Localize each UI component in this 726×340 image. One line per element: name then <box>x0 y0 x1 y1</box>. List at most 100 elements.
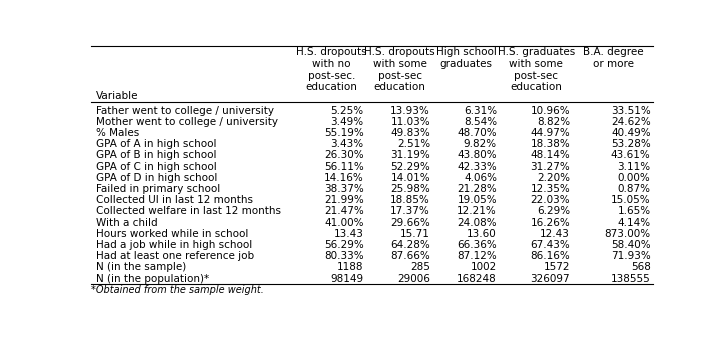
Text: 18.38%: 18.38% <box>531 139 570 149</box>
Text: GPA of C in high school: GPA of C in high school <box>97 162 217 172</box>
Text: 48.70%: 48.70% <box>457 128 497 138</box>
Text: 33.51%: 33.51% <box>611 105 650 116</box>
Text: 13.60: 13.60 <box>468 229 497 239</box>
Text: H.S. dropouts
with no
post-sec.
education: H.S. dropouts with no post-sec. educatio… <box>296 47 367 92</box>
Text: 38.37%: 38.37% <box>324 184 364 194</box>
Text: 138555: 138555 <box>611 274 650 284</box>
Text: 40.49%: 40.49% <box>611 128 650 138</box>
Text: 87.66%: 87.66% <box>391 251 430 261</box>
Text: GPA of D in high school: GPA of D in high school <box>97 173 218 183</box>
Text: 4.06%: 4.06% <box>464 173 497 183</box>
Text: 42.33%: 42.33% <box>457 162 497 172</box>
Text: 53.28%: 53.28% <box>611 139 650 149</box>
Text: 64.28%: 64.28% <box>391 240 430 250</box>
Text: 0.87%: 0.87% <box>618 184 650 194</box>
Text: 4.14%: 4.14% <box>617 218 650 227</box>
Text: High school
graduates: High school graduates <box>436 47 497 69</box>
Text: 43.61%: 43.61% <box>611 150 650 160</box>
Text: 285: 285 <box>410 262 430 272</box>
Text: 71.93%: 71.93% <box>611 251 650 261</box>
Text: 31.27%: 31.27% <box>531 162 570 172</box>
Text: 1.65%: 1.65% <box>617 206 650 217</box>
Text: Collected UI in last 12 months: Collected UI in last 12 months <box>97 195 253 205</box>
Text: 6.29%: 6.29% <box>537 206 570 217</box>
Text: 31.19%: 31.19% <box>391 150 430 160</box>
Text: 67.43%: 67.43% <box>531 240 570 250</box>
Text: N (in the sample): N (in the sample) <box>97 262 187 272</box>
Text: 1572: 1572 <box>544 262 570 272</box>
Text: 0.00%: 0.00% <box>618 173 650 183</box>
Text: 98149: 98149 <box>330 274 364 284</box>
Text: N (in the population)*: N (in the population)* <box>97 274 210 284</box>
Text: Mother went to college / university: Mother went to college / university <box>97 117 278 127</box>
Text: 1002: 1002 <box>470 262 497 272</box>
Text: 2.51%: 2.51% <box>397 139 430 149</box>
Text: Father went to college / university: Father went to college / university <box>97 105 274 116</box>
Text: 26.30%: 26.30% <box>324 150 364 160</box>
Text: Failed in primary school: Failed in primary school <box>97 184 221 194</box>
Text: 48.14%: 48.14% <box>531 150 570 160</box>
Text: 41.00%: 41.00% <box>324 218 364 227</box>
Text: 29.66%: 29.66% <box>391 218 430 227</box>
Text: *Obtained from the sample weight.: *Obtained from the sample weight. <box>91 285 264 295</box>
Text: H.S. dropouts
with some
post-sec
education: H.S. dropouts with some post-sec educati… <box>364 47 435 92</box>
Text: 11.03%: 11.03% <box>391 117 430 127</box>
Text: Variable: Variable <box>97 91 139 101</box>
Text: 56.11%: 56.11% <box>324 162 364 172</box>
Text: 3.11%: 3.11% <box>617 162 650 172</box>
Text: Collected welfare in last 12 months: Collected welfare in last 12 months <box>97 206 282 217</box>
Text: 16.26%: 16.26% <box>531 218 570 227</box>
Text: Had a job while in high school: Had a job while in high school <box>97 240 253 250</box>
Text: 24.62%: 24.62% <box>611 117 650 127</box>
Text: 21.47%: 21.47% <box>324 206 364 217</box>
Text: 1188: 1188 <box>337 262 364 272</box>
Text: Had at least one reference job: Had at least one reference job <box>97 251 255 261</box>
Text: 15.71: 15.71 <box>400 229 430 239</box>
Text: 6.31%: 6.31% <box>464 105 497 116</box>
Text: 9.82%: 9.82% <box>464 139 497 149</box>
Text: 55.19%: 55.19% <box>324 128 364 138</box>
Text: 66.36%: 66.36% <box>457 240 497 250</box>
Text: 56.29%: 56.29% <box>324 240 364 250</box>
Text: 14.01%: 14.01% <box>391 173 430 183</box>
Text: 43.80%: 43.80% <box>457 150 497 160</box>
Text: 8.82%: 8.82% <box>537 117 570 127</box>
Text: 29006: 29006 <box>397 274 430 284</box>
Text: Hours worked while in school: Hours worked while in school <box>97 229 249 239</box>
Text: 17.37%: 17.37% <box>391 206 430 217</box>
Text: 80.33%: 80.33% <box>324 251 364 261</box>
Text: With a child: With a child <box>97 218 158 227</box>
Text: 12.43: 12.43 <box>540 229 570 239</box>
Text: 21.99%: 21.99% <box>324 195 364 205</box>
Text: 49.83%: 49.83% <box>391 128 430 138</box>
Text: 24.08%: 24.08% <box>457 218 497 227</box>
Text: 44.97%: 44.97% <box>531 128 570 138</box>
Text: 18.85%: 18.85% <box>391 195 430 205</box>
Text: % Males: % Males <box>97 128 139 138</box>
Text: 568: 568 <box>631 262 650 272</box>
Text: 8.54%: 8.54% <box>464 117 497 127</box>
Text: 3.49%: 3.49% <box>330 117 364 127</box>
Text: 19.05%: 19.05% <box>457 195 497 205</box>
Text: 873.00%: 873.00% <box>605 229 650 239</box>
Text: 12.21%: 12.21% <box>457 206 497 217</box>
Text: 14.16%: 14.16% <box>324 173 364 183</box>
Text: 10.96%: 10.96% <box>531 105 570 116</box>
Text: 326097: 326097 <box>531 274 570 284</box>
Text: 2.20%: 2.20% <box>537 173 570 183</box>
Text: 52.29%: 52.29% <box>391 162 430 172</box>
Text: B.A. degree
or more: B.A. degree or more <box>583 47 643 69</box>
Text: 13.43: 13.43 <box>334 229 364 239</box>
Text: 5.25%: 5.25% <box>330 105 364 116</box>
Text: 58.40%: 58.40% <box>611 240 650 250</box>
Text: H.S. graduates
with some
post-sec
education: H.S. graduates with some post-sec educat… <box>498 47 575 92</box>
Text: 168248: 168248 <box>457 274 497 284</box>
Text: 13.93%: 13.93% <box>391 105 430 116</box>
Text: 3.43%: 3.43% <box>330 139 364 149</box>
Text: GPA of B in high school: GPA of B in high school <box>97 150 217 160</box>
Text: GPA of A in high school: GPA of A in high school <box>97 139 217 149</box>
Text: 15.05%: 15.05% <box>611 195 650 205</box>
Text: 12.35%: 12.35% <box>531 184 570 194</box>
Text: 86.16%: 86.16% <box>531 251 570 261</box>
Text: 87.12%: 87.12% <box>457 251 497 261</box>
